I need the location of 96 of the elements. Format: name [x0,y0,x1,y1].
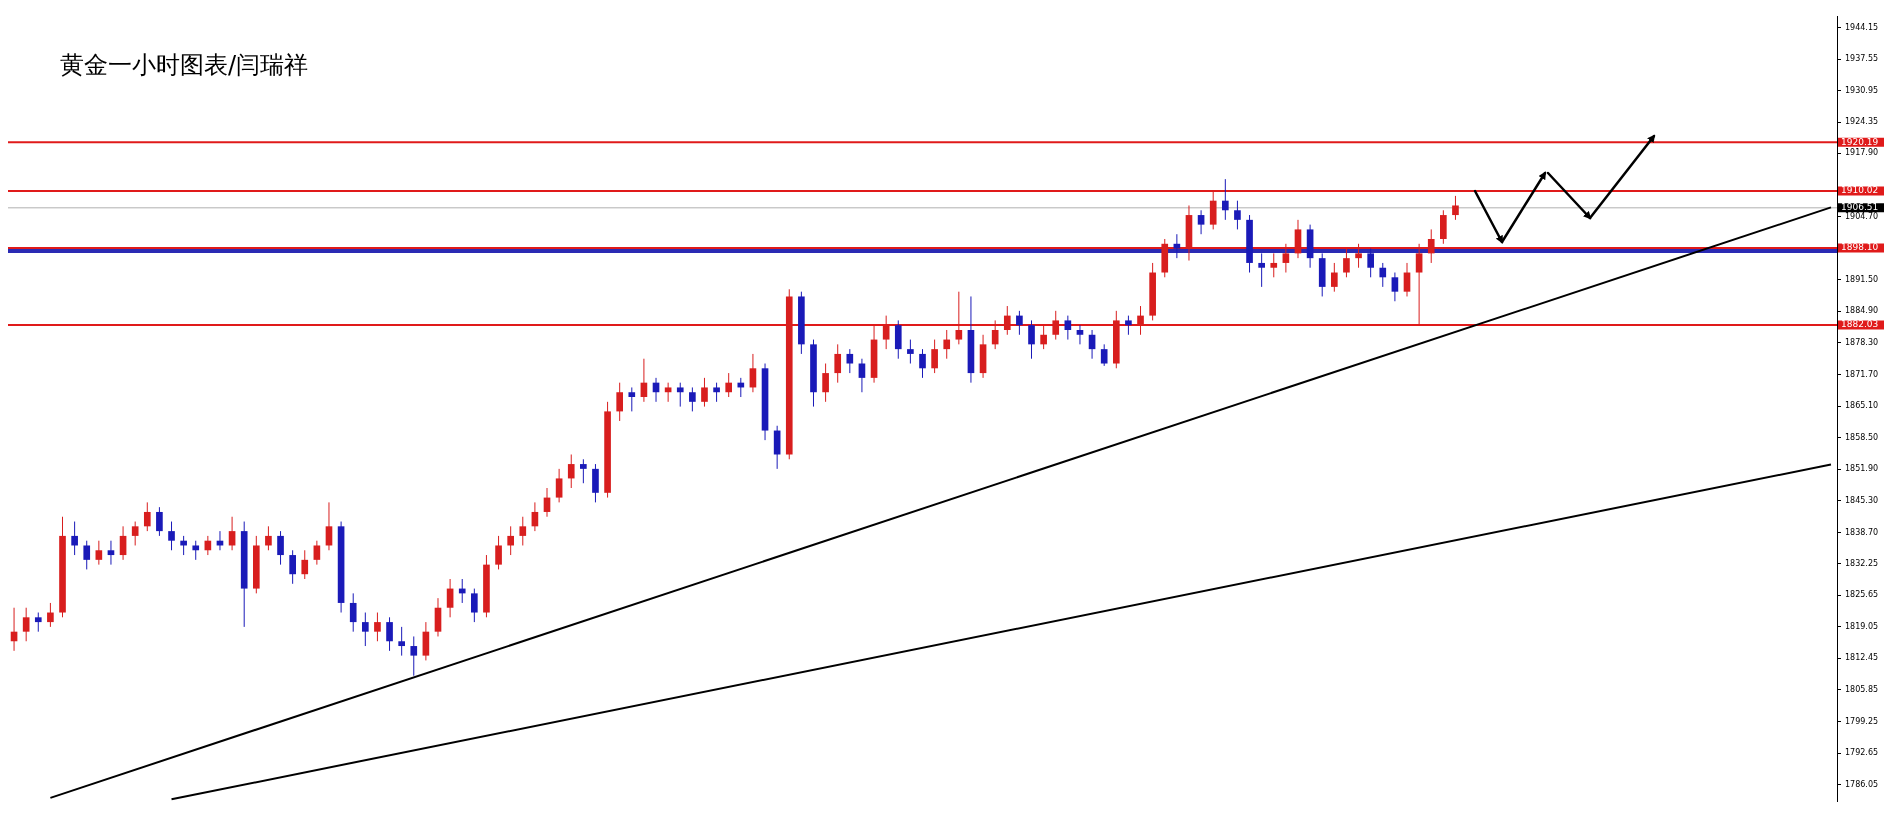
y-tick-label: 1792.65 [1845,748,1879,758]
candlestick [1173,233,1181,259]
y-tick-label: 1884.90 [1845,306,1879,316]
y-tick-label: 1786.05 [1845,779,1879,789]
candlestick [567,453,575,489]
y-tick-label: 1891.50 [1845,274,1879,284]
candlestick [919,348,926,379]
candlestick [301,549,309,580]
candlestick [894,319,902,360]
candlestick [1028,319,1035,360]
candlestick [71,521,78,556]
y-tick-label: 1878.30 [1845,337,1879,347]
candlestick [1440,209,1447,245]
candlestick [1016,310,1023,336]
candlestick [422,621,430,661]
candlestick [1367,248,1374,278]
y-tick-label: 1937.55 [1845,54,1879,64]
y-tick-label: 1851.90 [1845,464,1879,474]
y-tick-label: 1799.25 [1845,716,1879,726]
candlestick [107,540,115,566]
candlestick [1076,324,1084,345]
y-tick-label: 1944.15 [1845,22,1879,32]
candlestick [374,612,381,642]
candlestick [1391,272,1399,302]
candlestick [519,516,527,546]
candlestick [168,521,175,551]
candlestick [1331,262,1338,293]
candlestick [398,626,405,657]
candlestick [1197,209,1205,235]
candlestick [689,386,696,412]
candlestick [834,343,842,384]
candlestick [1258,252,1265,288]
candlestick [664,382,672,403]
y-tick-label: 1871.70 [1845,369,1879,379]
candlestick [592,463,599,503]
y-tick-label: 1924.35 [1845,117,1879,127]
candlestick [143,501,151,532]
candlestick [713,382,720,403]
candlestick [34,612,42,633]
y-tick-label: 1917.90 [1845,148,1879,158]
ref-line-label: 1920.19 [1841,136,1879,147]
y-tick-label: 1832.25 [1845,558,1879,568]
candlestick [47,602,54,628]
candlestick [289,549,296,585]
candlestick [931,339,938,374]
candlestick [822,363,829,403]
candlestick [95,540,103,566]
candlestick [725,372,733,398]
candlestick [265,525,272,551]
candlestick [616,382,624,422]
candlestick [1452,195,1459,221]
candlestick [555,468,563,503]
candlestick [1221,178,1229,221]
y-tick-label: 1858.50 [1845,432,1879,442]
candlestick [1270,252,1278,278]
candlestick [495,535,502,570]
candlestick [580,458,587,484]
y-tick-label: 1845.30 [1845,496,1879,506]
candlestick [434,597,442,637]
candlestick [1125,315,1132,336]
candlestick [846,348,854,374]
y-tick-label: 1904.70 [1845,211,1879,221]
y-tick-label: 1805.85 [1845,684,1879,694]
y-tick-label: 1838.70 [1845,527,1879,537]
candlestick [1064,315,1072,341]
candlestick [192,540,200,561]
candlestick [1234,200,1241,230]
ref-line-label: 1910.02 [1841,185,1879,196]
candlestick [676,382,684,408]
candlestick [507,525,514,556]
y-tick-label: 1812.45 [1845,653,1879,663]
ref-line-label: 1882.03 [1841,319,1879,330]
candlestick [131,521,139,546]
candlestick [1379,262,1387,288]
candlestick [386,616,393,652]
y-tick-label: 1930.95 [1845,85,1879,95]
candlestick [22,607,30,642]
text: 黄金一小时图表/闫瑞祥 [60,51,309,80]
candlestick [1100,343,1108,367]
candlestick [907,339,914,365]
candlestick [701,377,708,408]
candlestick [83,540,91,570]
y-tick-label: 1865.10 [1845,401,1879,411]
candlestick [943,329,951,360]
candlestick [156,506,163,537]
ref-line-label: 1898.10 [1841,242,1879,253]
candlestick [349,592,357,633]
ref-line-label: 1906.51 [1841,202,1879,213]
y-tick-label: 1819.05 [1845,621,1879,631]
candlestick [471,588,478,623]
candlestick [361,612,369,647]
candlestick [410,635,418,677]
candlestick [313,540,321,566]
y-tick-label: 1825.65 [1845,590,1879,600]
candlestick [628,386,636,412]
candlestick [277,530,284,566]
